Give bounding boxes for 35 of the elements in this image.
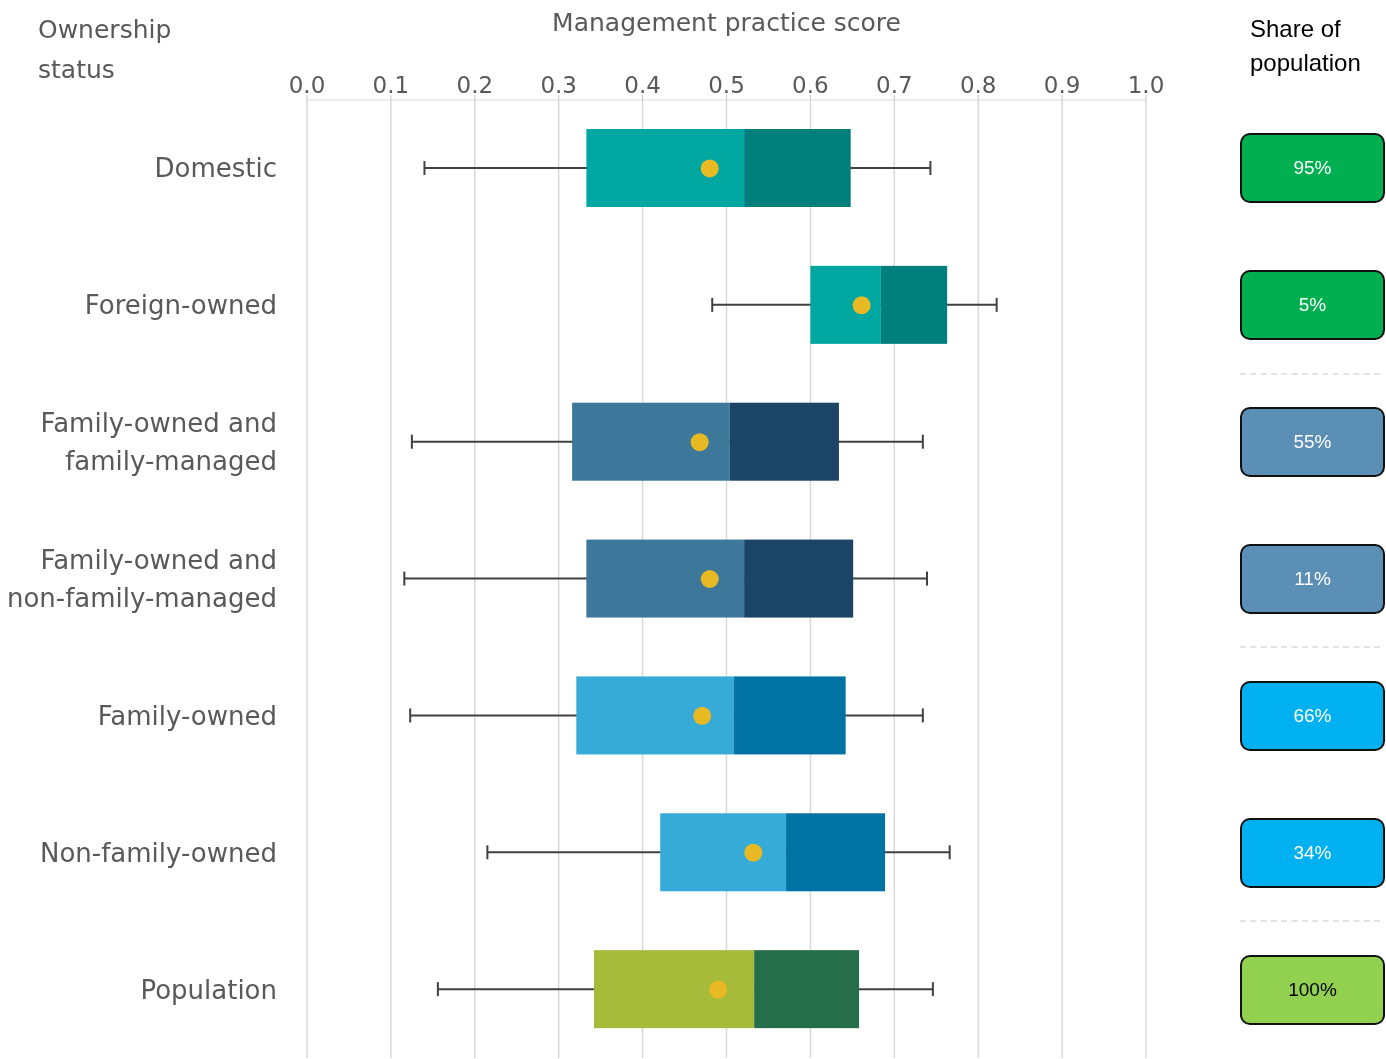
y-axis-title: Ownership status [38,14,173,86]
y-tick-label: Family-owned and non-family-managed [6,545,277,613]
text: 11% [1240,544,1385,614]
point [690,433,709,452]
text: 95% [1240,133,1385,204]
y-tick-label: Family-owned and family-managed [40,408,277,477]
x-tick-label: 0.2 [456,72,494,98]
x-tick-label: 0.9 [1043,72,1081,98]
x-axis-title: Management practice score [551,8,902,37]
y-tick-label: Domestic [154,153,277,184]
x-tick-label: 0.3 [540,72,577,98]
text: 34% [1240,817,1385,888]
point [693,706,712,725]
y-tick-label: Non-family-owned [39,837,277,868]
text: 5% [1240,270,1385,341]
point [852,296,871,315]
y-tick-label: Population [140,974,277,1005]
x-tick-label: 1.0 [1127,72,1165,98]
point [700,159,719,178]
x-tick-label: 0.5 [708,72,745,98]
x-tick-label: 0.8 [959,72,997,98]
point [709,980,728,999]
x-tick-label: 0.6 [792,72,829,98]
point [700,570,719,588]
y-tick-label: Family-owned [97,700,277,731]
x-tick-label: 0.0 [288,72,326,98]
x-tick-label: 0.7 [876,72,913,98]
text: Share of population [1250,14,1362,78]
text: 66% [1240,680,1385,751]
y-tick-label: Foreign-owned [84,290,277,321]
x-tick-label: 0.1 [372,72,410,98]
text: 55% [1240,407,1385,478]
x-tick-label: 0.4 [624,72,661,98]
point [744,843,763,862]
text: 100% [1240,954,1385,1025]
